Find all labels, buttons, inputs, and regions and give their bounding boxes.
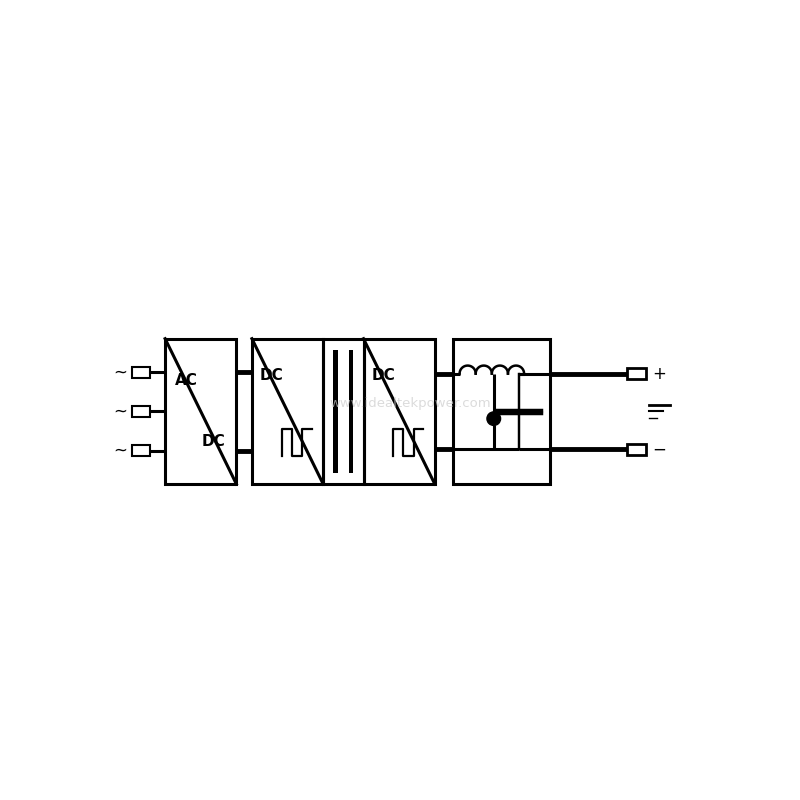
Text: DC: DC xyxy=(202,434,226,450)
Bar xyxy=(627,444,646,454)
Bar xyxy=(132,445,150,456)
Text: www.idealtekpower.com: www.idealtekpower.com xyxy=(329,398,491,410)
Bar xyxy=(334,350,338,473)
Bar xyxy=(132,406,150,417)
Text: +: + xyxy=(652,365,666,382)
Bar xyxy=(165,338,237,484)
Text: −: − xyxy=(652,440,666,458)
Bar xyxy=(252,338,323,484)
Bar xyxy=(132,366,150,378)
Bar xyxy=(323,338,363,484)
Text: ~: ~ xyxy=(114,363,127,381)
Text: ~: ~ xyxy=(114,442,127,460)
Bar xyxy=(349,350,354,473)
Text: DC: DC xyxy=(371,367,395,382)
Circle shape xyxy=(487,412,501,426)
Text: AC: AC xyxy=(175,374,198,388)
Text: ~: ~ xyxy=(114,402,127,420)
Bar xyxy=(627,368,646,379)
Bar xyxy=(363,338,435,484)
Bar xyxy=(454,338,550,484)
Text: DC: DC xyxy=(260,367,284,382)
